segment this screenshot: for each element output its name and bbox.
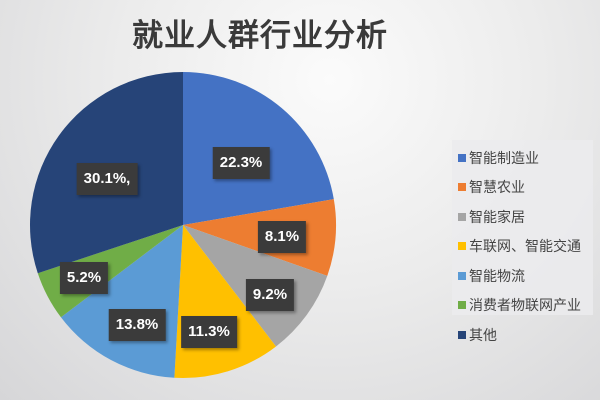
legend-label: 消费者物联网产业 (469, 298, 581, 315)
data-label-smart-agriculture: 8.1% (257, 221, 307, 253)
legend-item-other: 其他 (452, 320, 593, 350)
legend-item-smart-logistics: 智能物流 (452, 261, 593, 291)
data-label-consumer-iot: 5.2% (59, 262, 109, 294)
pie-slice-consumer-iot (37, 225, 183, 318)
legend-label: 智能物流 (469, 268, 525, 285)
data-label-connected-vehicles: 11.3% (181, 316, 237, 348)
legend-item-smart-agriculture: 智慧农业 (452, 173, 593, 203)
legend-item-smart-home: 智能家居 (452, 202, 593, 232)
data-label-smart-manufacturing: 22.3% (212, 147, 270, 179)
legend-label: 智慧农业 (469, 180, 525, 197)
legend-item-smart-manufacturing: 智能制造业 (452, 143, 593, 173)
legend-swatch-icon (458, 153, 466, 162)
legend-item-consumer-iot: 消费者物联网产业 (452, 291, 593, 321)
legend-label: 智能家居 (469, 209, 525, 226)
data-label-other: 30.1%, (76, 163, 138, 195)
legend-swatch-icon (458, 183, 466, 192)
chart-legend: 智能制造业 智慧农业 智能家居 车联网、智能交通 智能物流 消费者物联网产业 其… (452, 140, 593, 344)
legend-swatch-icon (458, 212, 466, 221)
data-label-smart-logistics: 13.8% (108, 309, 166, 341)
legend-swatch-icon (458, 242, 466, 251)
legend-label: 智能制造业 (469, 150, 539, 167)
legend-label: 车联网、智能交通 (469, 239, 581, 256)
legend-swatch-icon (458, 330, 466, 339)
legend-swatch-icon (458, 301, 466, 310)
data-label-smart-home: 9.2% (245, 279, 295, 311)
chart-title: 就业人群行业分析 (132, 18, 388, 54)
legend-item-connected-vehicles: 车联网、智能交通 (452, 232, 593, 262)
legend-swatch-icon (458, 271, 466, 280)
legend-label: 其他 (469, 327, 497, 344)
